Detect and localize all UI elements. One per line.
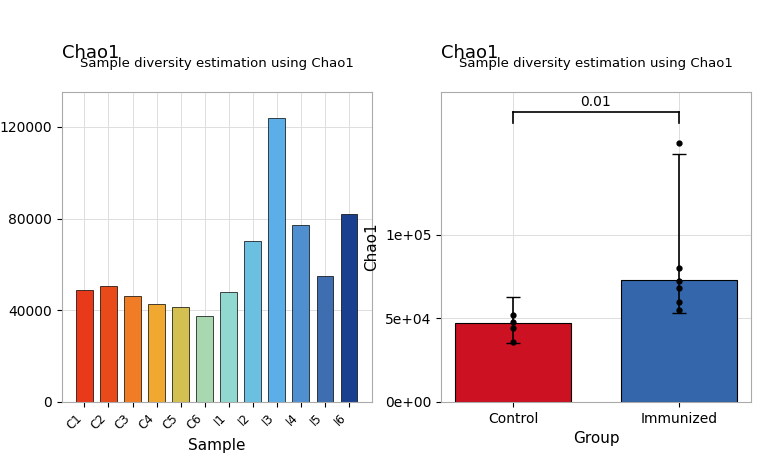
Text: Chao1: Chao1 xyxy=(441,44,498,62)
Text: 0.01: 0.01 xyxy=(580,95,611,109)
Bar xyxy=(100,286,117,402)
Bar xyxy=(317,276,334,402)
Bar xyxy=(124,297,141,402)
Bar xyxy=(197,316,213,402)
Bar xyxy=(455,323,571,402)
Bar xyxy=(148,304,165,402)
Text: Chao1: Chao1 xyxy=(62,44,119,62)
X-axis label: Group: Group xyxy=(573,431,619,446)
Bar xyxy=(245,242,261,402)
Bar xyxy=(173,307,189,402)
Bar xyxy=(269,118,286,402)
Bar xyxy=(293,225,310,402)
X-axis label: Sample: Sample xyxy=(188,438,245,453)
Title: Sample diversity estimation using Chao1: Sample diversity estimation using Chao1 xyxy=(459,57,733,70)
Y-axis label: Chao1: Chao1 xyxy=(365,223,379,272)
Bar xyxy=(621,280,737,402)
Bar xyxy=(341,214,358,402)
Bar xyxy=(76,290,93,402)
Title: Sample diversity estimation using Chao1: Sample diversity estimation using Chao1 xyxy=(80,57,354,70)
Bar xyxy=(221,292,237,402)
